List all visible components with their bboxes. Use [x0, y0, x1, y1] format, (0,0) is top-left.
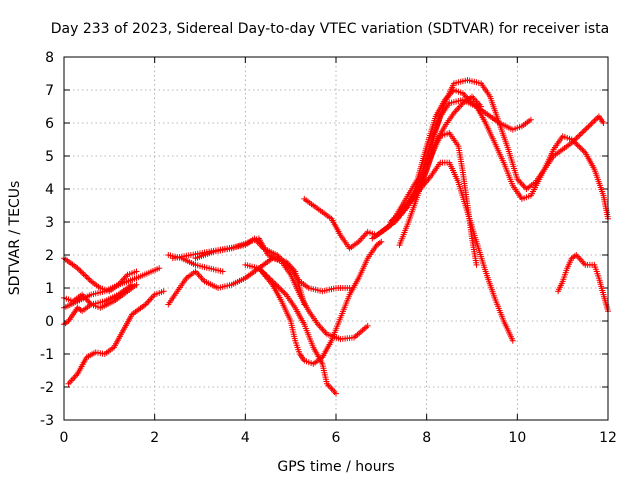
y-tick-label: 2: [45, 248, 54, 264]
y-tick-label: -2: [40, 380, 54, 396]
x-tick-label: 12: [599, 430, 617, 446]
data-point-marker: [600, 120, 607, 126]
series-line: [67, 290, 164, 385]
data-point-marker: [509, 337, 516, 344]
y-tick-label: 3: [45, 215, 54, 231]
y-tick-label: 1: [45, 281, 54, 297]
data-point-marker: [219, 268, 226, 275]
y-tick-label: -3: [40, 413, 54, 429]
series-track-4: [61, 281, 135, 328]
x-tick-label: 6: [332, 430, 341, 446]
data-point-marker: [133, 268, 140, 275]
y-tick-label: 7: [45, 83, 54, 99]
series-track-16: [387, 159, 516, 344]
series-track-9: [192, 235, 371, 343]
plot-frame: [63, 56, 609, 421]
y-tick-label: 5: [45, 149, 54, 165]
series-track-18: [555, 252, 611, 315]
series-track-17: [391, 129, 480, 268]
series-track-14: [378, 96, 611, 235]
grid-lines: [64, 57, 608, 420]
x-axis-ticks: 0 2 4 6 8 10 12: [60, 57, 617, 446]
data-point-marker: [364, 322, 371, 329]
series-track-5: [65, 288, 167, 387]
data-point-marker: [473, 261, 480, 268]
y-axis-label: SDTVAR / TECUs: [7, 181, 23, 296]
y-tick-label: -1: [40, 347, 54, 363]
series-track-13: [369, 77, 607, 242]
x-tick-label: 10: [508, 430, 526, 446]
data-point-marker: [129, 281, 135, 288]
data-series: [61, 77, 611, 397]
data-point-marker: [478, 103, 485, 110]
y-tick-label: 0: [45, 314, 54, 330]
y-axis-ticks: -3 -2 -1 0 1 2 3 4 5 6 7 8: [40, 50, 608, 429]
data-point-marker: [160, 288, 167, 295]
x-tick-label: 4: [241, 430, 250, 446]
series-track-8: [165, 255, 308, 308]
data-point-marker: [156, 265, 163, 272]
x-tick-label: 8: [422, 430, 431, 446]
x-tick-label: 2: [150, 430, 159, 446]
chart-title: Day 233 of 2023, Sidereal Day-to-day VTE…: [51, 21, 609, 37]
y-tick-label: 4: [45, 182, 54, 198]
x-tick-label: 0: [60, 430, 69, 446]
data-point-marker: [378, 238, 385, 245]
series-line: [371, 79, 605, 240]
y-tick-label: 6: [45, 116, 54, 132]
x-axis-label: GPS time / hours: [277, 459, 394, 475]
data-point-marker: [527, 116, 534, 123]
data-point-marker: [333, 390, 339, 397]
y-tick-label: 8: [45, 50, 54, 66]
series-track-11: [255, 238, 385, 367]
